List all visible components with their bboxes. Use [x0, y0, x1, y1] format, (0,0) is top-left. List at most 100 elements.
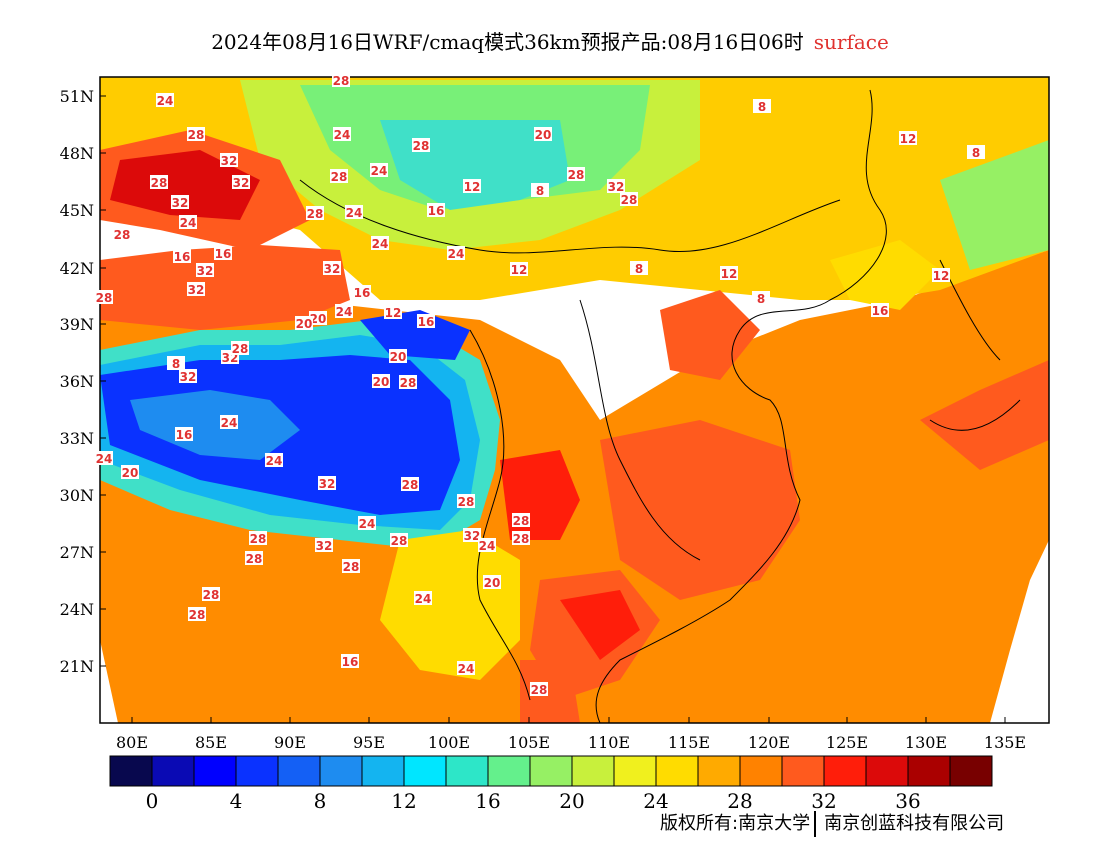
- contour-label: 28: [567, 167, 585, 182]
- lon-label: 105E: [508, 733, 550, 752]
- contour-label: 20: [295, 316, 313, 331]
- temperature-map: 51N 48N 45N 42N 39N 36N 33N 30N 27N 24N 21N 80E 85E…: [60, 73, 1050, 752]
- contour-label: 20: [534, 127, 552, 142]
- contour-label-bg: [214, 246, 232, 260]
- border-north: [299, 179, 841, 254]
- contour-label-bg: [899, 131, 917, 145]
- contour-label-bg: [245, 551, 263, 565]
- contour-label-bg: [318, 476, 336, 490]
- contour-label: 8: [967, 145, 985, 160]
- lon-label: 80E: [116, 733, 148, 752]
- contour-label: 28: [412, 138, 430, 153]
- contour-label: 24: [335, 304, 353, 319]
- contour-label-bg: [332, 73, 350, 87]
- contour-label: 16: [341, 654, 359, 669]
- contour-label: 32: [463, 528, 481, 543]
- contour-label: 28: [188, 607, 206, 622]
- contour-label-bg: [447, 246, 465, 260]
- contour-label: 8: [167, 356, 185, 371]
- contour-label-text: 24: [157, 94, 174, 108]
- contour-label-text: 8: [536, 184, 544, 198]
- lat-label: 33N: [60, 429, 94, 448]
- contour-label-bg: [567, 167, 585, 181]
- contour-label-text: 16: [418, 315, 435, 329]
- contour-label-bg: [232, 175, 250, 189]
- colorbar-label: 20: [559, 789, 584, 813]
- contour-label-bg: [534, 127, 552, 141]
- contour-label-bg: [335, 304, 353, 318]
- lat-label: 24N: [60, 600, 94, 619]
- contour-label: 24: [95, 451, 113, 466]
- contour-label-text: 28: [331, 170, 348, 184]
- contour-label: 28: [390, 533, 408, 548]
- contour-label-text: 24: [266, 454, 283, 468]
- contour-label-text: 32: [324, 262, 341, 276]
- contour-label-text: 28: [458, 495, 475, 509]
- field-south-36: [560, 590, 640, 660]
- colorbar-label: 4: [230, 789, 243, 813]
- contour-label-text: 32: [180, 370, 197, 384]
- contour-label-bg: [330, 169, 348, 183]
- contour-label-text: 32: [172, 196, 189, 210]
- contour-label-text: 32: [319, 477, 336, 491]
- lon-axis: 80E 85E 90E 95E 100E 105E 110E 115E 120E 125E 130E…: [116, 717, 1026, 752]
- contour-label-text: 24: [372, 237, 389, 251]
- contour-label-bg: [720, 266, 738, 280]
- contour-label: 28: [231, 341, 249, 356]
- colorbar-label: 12: [391, 789, 416, 813]
- contour-label: 28: [512, 531, 530, 546]
- contour-label-bg: [315, 538, 333, 552]
- contour-label: 28: [512, 513, 530, 528]
- contour-label-text: 28: [413, 139, 430, 153]
- contour-label-bg: [173, 249, 191, 263]
- contour-label: 24: [333, 127, 351, 142]
- contour-label-text: 12: [385, 306, 402, 320]
- contour-label-bg: [202, 587, 220, 601]
- contour-label: 20: [389, 349, 407, 364]
- contour-label-bg: [384, 305, 402, 319]
- lon-label: 120E: [748, 733, 790, 752]
- lat-label: 21N: [60, 657, 94, 676]
- contour-label: 28: [332, 73, 350, 88]
- contour-label: 32: [318, 476, 336, 491]
- contour-label: 32: [171, 195, 189, 210]
- copyright: 版权所有:南京大学 南京创蓝科技有限公司: [660, 809, 1004, 837]
- contour-label-bg: [753, 99, 771, 113]
- contour-label-text: 20: [122, 466, 139, 480]
- colorbar-label: 8: [314, 789, 327, 813]
- contour-label-text: 24: [221, 416, 238, 430]
- contour-label-text: 20: [310, 312, 327, 326]
- contour-label: 28: [401, 477, 419, 492]
- contour-label: 16: [417, 314, 435, 329]
- contour-label-bg: [478, 538, 496, 552]
- contour-label: 20: [309, 311, 327, 326]
- contour-label-text: 28: [203, 588, 220, 602]
- contour-label-text: 28: [391, 534, 408, 548]
- contour-label-bg: [510, 262, 528, 276]
- field-japan-32: [920, 360, 1049, 470]
- copyright-right: 南京创蓝科技有限公司: [824, 813, 1005, 834]
- field-east-32: [600, 420, 800, 600]
- contour-label-text: 24: [336, 305, 353, 319]
- copyright-separator: [814, 811, 817, 837]
- contour-label-bg: [196, 263, 214, 277]
- contour-label: 28: [620, 192, 638, 207]
- contour-label: 24: [370, 163, 388, 178]
- contour-label: 12: [720, 266, 738, 281]
- contour-label: 24: [414, 591, 432, 606]
- contour-label-text: 16: [872, 304, 889, 318]
- contour-label-bg: [401, 477, 419, 491]
- contour-label-bg: [175, 427, 193, 441]
- contour-label: 28: [95, 290, 113, 305]
- contour-label: 16: [173, 249, 191, 264]
- contour-label-bg: [323, 261, 341, 275]
- contour-label-text: 12: [464, 180, 481, 194]
- contour-label-bg: [463, 528, 481, 542]
- contour-label: 28: [306, 206, 324, 221]
- contour-label-bg: [630, 261, 648, 275]
- contour-label-bg: [358, 516, 376, 530]
- lon-label: 110E: [588, 733, 630, 752]
- contour-label-text: 12: [721, 267, 738, 281]
- contour-label-text: 24: [415, 592, 432, 606]
